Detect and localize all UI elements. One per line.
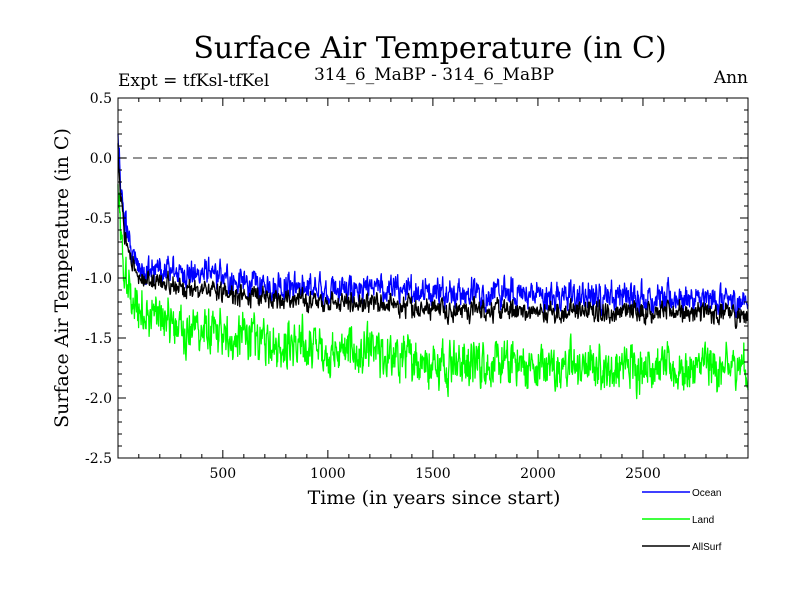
series-line-allsurf	[117, 143, 749, 330]
legend: Ocean Land AllSurf	[642, 488, 722, 553]
y-tick-label: 0.0	[90, 151, 112, 167]
chart-title: Surface Air Temperature (in C)	[193, 31, 666, 66]
series-line-ocean	[117, 133, 749, 319]
x-tick-label: 1000	[310, 466, 346, 482]
y-axis-label: Surface Air Temperature (in C)	[51, 128, 73, 428]
legend-ocean-label: Ocean	[692, 488, 721, 499]
run-label: 314_6_MaBP - 314_6_MaBP	[314, 65, 554, 85]
y-tick-label: 0.5	[90, 91, 112, 107]
x-tick-label: 2000	[520, 466, 556, 482]
x-tick-label: 1500	[415, 466, 451, 482]
x-axis-label: Time (in years since start)	[308, 487, 561, 509]
y-tick-label: -0.5	[85, 211, 112, 227]
expt-label: Expt = tfKsl-tfKel	[118, 71, 269, 91]
legend-land-label: Land	[692, 515, 714, 526]
x-tick-label: 500	[209, 466, 236, 482]
series-line-land	[117, 184, 749, 400]
y-tick-label: -2.0	[85, 391, 112, 407]
y-tick-label: -2.5	[85, 451, 112, 467]
season-label: Ann	[713, 68, 748, 88]
x-tick-label: 2500	[625, 466, 661, 482]
y-tick-label: -1.0	[85, 271, 112, 287]
legend-allsurf-label: AllSurf	[692, 542, 722, 553]
plot-area: 0.5 0.0 -0.5 -1.0 -1.5 -2.0 -2.5 500 1000 1500 200…	[85, 91, 749, 482]
y-tick-label: -1.5	[85, 331, 112, 347]
